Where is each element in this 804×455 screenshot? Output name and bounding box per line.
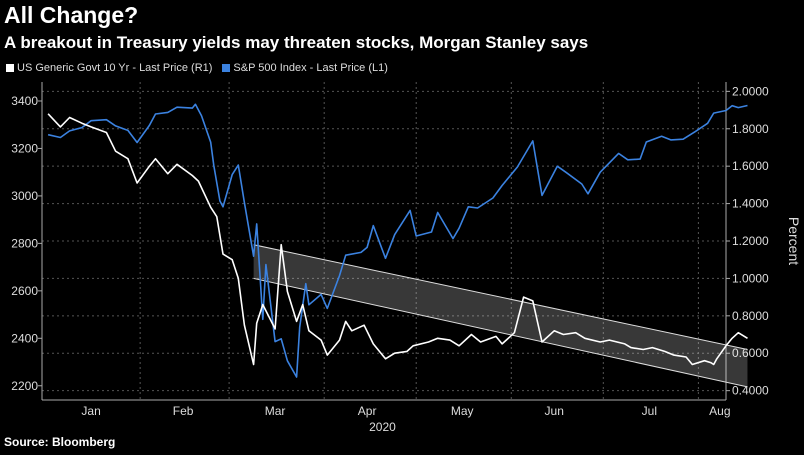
legend-label-sp500: S&P 500 Index - Last Price (L1) [233, 62, 388, 74]
x-year-label: 2020 [369, 420, 396, 434]
legend-swatch-sp500 [222, 64, 231, 72]
x-tick-label: Aug [709, 404, 730, 418]
y-right-axis-label: Percent [786, 217, 802, 265]
y-left-tick-label: 2800 [11, 236, 38, 250]
y-right-tick-label: 0.6000 [732, 346, 769, 360]
x-tick-label: Apr [358, 404, 377, 418]
legend: US Generic Govt 10 Yr - Last Price (R1) … [6, 62, 388, 74]
x-tick-label: Jun [545, 404, 564, 418]
y-left-tick-label: 3000 [11, 189, 38, 203]
y-left-tick-label: 3200 [11, 141, 38, 155]
legend-swatch-treasury [6, 64, 14, 72]
y-left-tick-label: 2200 [11, 379, 38, 393]
y-right-tick-label: 0.4000 [732, 384, 769, 398]
legend-item-sp500: S&P 500 Index - Last Price (L1) [222, 62, 388, 74]
y-left-tick-label: 2400 [11, 331, 38, 345]
y-right-tick-label: 2.0000 [732, 84, 769, 98]
x-tick-label: Jul [642, 404, 657, 418]
y-right-tick-label: 1.0000 [732, 271, 769, 285]
y-right-tick-label: 1.2000 [732, 234, 769, 248]
x-tick-label: Mar [265, 404, 286, 418]
chart-subtitle: A breakout in Treasury yields may threat… [4, 33, 589, 52]
y-left-tick-label: 3400 [11, 94, 38, 108]
source-note: Source: Bloomberg [4, 435, 116, 449]
series-line-sp500 [47, 103, 748, 378]
legend-label-treasury: US Generic Govt 10 Yr - Last Price (R1) [17, 62, 213, 74]
legend-item-treasury: US Generic Govt 10 Yr - Last Price (R1) [6, 62, 212, 74]
y-right-tick-label: 1.6000 [732, 159, 769, 173]
x-tick-label: Feb [173, 404, 194, 418]
x-tick-label: Jan [81, 404, 100, 418]
y-right-tick-label: 1.4000 [732, 197, 769, 211]
trend-channel-lower [253, 277, 748, 388]
trend-channel-upper [253, 244, 748, 350]
y-right-tick-label: 0.8000 [732, 309, 769, 323]
chart-title: All Change? [4, 2, 139, 28]
x-tick-label: May [451, 404, 474, 418]
series-line-treasury-yield [47, 113, 748, 366]
y-left-tick-label: 2600 [11, 284, 38, 298]
trend-channel-band [253, 244, 748, 387]
y-right-tick-label: 1.8000 [732, 122, 769, 136]
